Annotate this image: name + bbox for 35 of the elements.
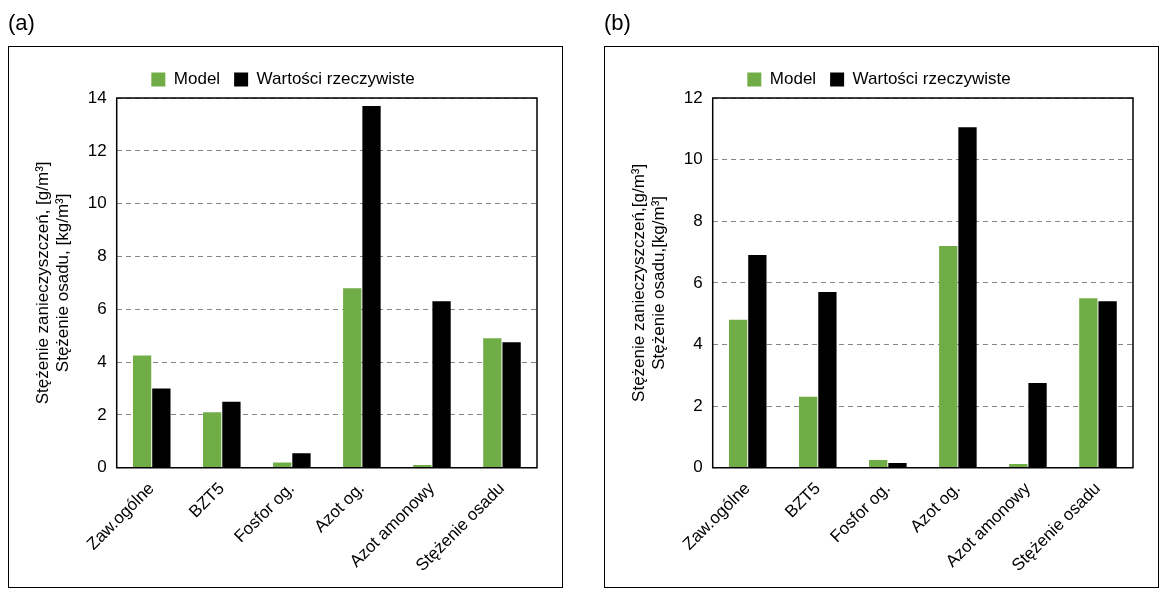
bar (728, 319, 748, 468)
y-tick-label: 0 (693, 457, 703, 477)
y-tick-label: 10 (683, 149, 703, 169)
y-tick-label: 6 (693, 272, 703, 292)
legend-label: Wartości rzeczywiste (852, 69, 1011, 89)
bar (483, 338, 502, 468)
bar (203, 412, 222, 468)
y-tick-label: 4 (97, 351, 107, 371)
y-tick-label: 14 (87, 87, 107, 107)
bar (1079, 298, 1098, 468)
y-tick-label: 4 (693, 334, 703, 354)
bar (799, 396, 818, 468)
y-tick-label: 12 (683, 87, 703, 107)
y-tick-label: 2 (97, 404, 107, 424)
chart-title: (b) (604, 9, 632, 37)
chart-title: (a) (8, 9, 36, 37)
legend-label: Wartości rzeczywiste (256, 69, 415, 89)
legend-label: Model (769, 69, 817, 89)
bar (343, 288, 362, 468)
bar (869, 460, 888, 468)
y-tick-label: 6 (97, 298, 107, 318)
y-tick-label: 10 (87, 193, 107, 213)
bar (132, 355, 152, 468)
bar (939, 245, 958, 468)
y-tick-label: 0 (97, 457, 107, 477)
legend-label: Model (173, 69, 221, 89)
y-tick-label: 12 (87, 140, 107, 160)
y-tick-label: 8 (97, 246, 107, 266)
y-tick-label: 2 (693, 395, 703, 415)
bar (273, 462, 292, 468)
bar (1009, 464, 1028, 468)
y-axis-title: Stężenie zanieczyszczeń,[g/m³] Stężenie osadu,[kg/m³] (628, 163, 669, 402)
y-axis-title: Stężenie zanieczyszczeń, [g/m³] Stężenie osadu, [kg/m³] (32, 161, 73, 405)
bar (413, 465, 432, 468)
y-tick-label: 8 (693, 210, 703, 230)
